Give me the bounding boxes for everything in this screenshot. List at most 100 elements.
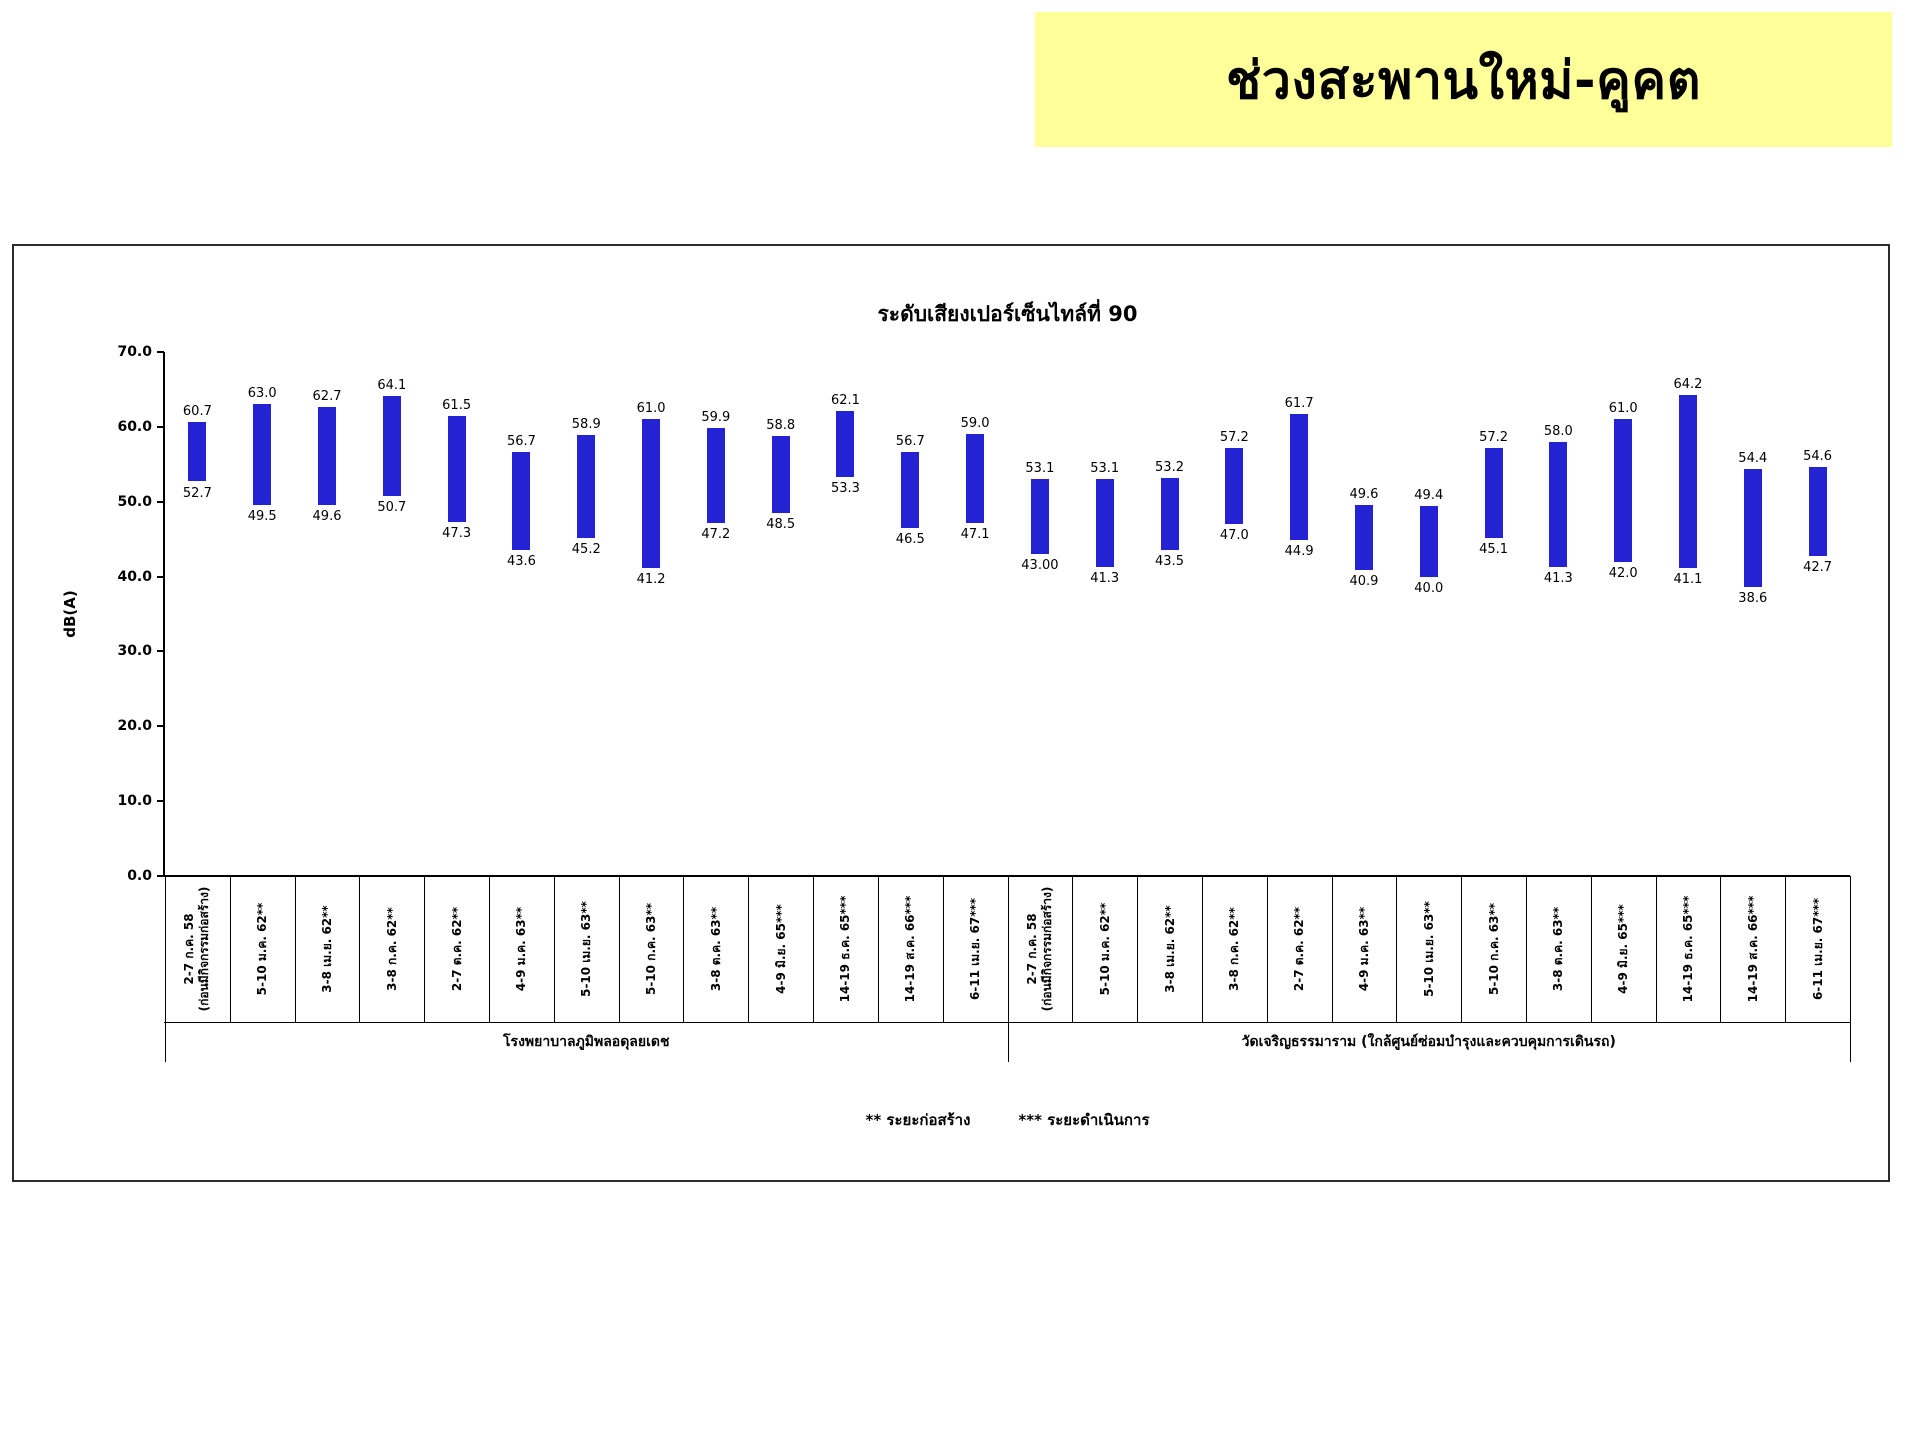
- y-tick-mark: [157, 575, 164, 578]
- bar: [253, 404, 272, 506]
- bar-low-label: 45.1: [1479, 542, 1509, 558]
- bar-low-label: 41.3: [1090, 570, 1120, 586]
- bar-low-label: 41.3: [1543, 570, 1573, 586]
- x-axis-line: [163, 875, 1850, 877]
- bar-high-label: 57.2: [1479, 429, 1509, 445]
- bar-high-label: 61.5: [442, 397, 472, 413]
- bar-low-label: 49.6: [312, 508, 342, 524]
- bar: [188, 421, 207, 482]
- category-label: 5-10 เม.ย. 63**: [1421, 901, 1436, 997]
- bar: [577, 435, 596, 538]
- group-separator: [1850, 1022, 1851, 1062]
- category-separator: [165, 876, 166, 1022]
- chart-frame: [12, 244, 1890, 1182]
- category-label: 2-7 ต.ค. 62**: [1291, 906, 1306, 992]
- bar-high-label: 61.7: [1284, 396, 1314, 412]
- bar-low-label: 38.6: [1738, 591, 1768, 607]
- bar: [771, 435, 790, 513]
- bar: [1225, 447, 1244, 525]
- bar: [706, 427, 725, 523]
- category-separator: [1266, 876, 1268, 1022]
- category-separator: [748, 876, 750, 1022]
- slide-title: ช่วงสะพานใหม่-คูคต: [1226, 51, 1701, 111]
- category-separator: [1655, 876, 1657, 1022]
- y-tick-mark: [157, 351, 164, 353]
- group-separator: [1007, 1022, 1009, 1062]
- bar-high-label: 56.7: [895, 433, 925, 449]
- footnote-operation-phase: *** ระยะดำเนินการ: [1018, 1111, 1150, 1129]
- category-label: 3-8 เม.ย. 62**: [319, 905, 334, 993]
- bar-low-label: 52.7: [182, 485, 212, 501]
- y-tick-mark: [157, 800, 164, 803]
- bar-high-label: 58.9: [571, 417, 601, 433]
- category-label: 14-19 ส.ค. 66***: [1745, 895, 1760, 1003]
- category-separator: [1072, 876, 1074, 1022]
- bar-low-label: 40.9: [1349, 573, 1379, 589]
- bar-low-label: 41.1: [1673, 572, 1703, 588]
- bar-high-label: 63.0: [247, 386, 277, 402]
- category-label: 3-8 ต.ค. 63**: [708, 906, 723, 992]
- bar: [512, 451, 531, 550]
- category-separator: [1461, 876, 1463, 1022]
- y-tick-label: 20.0: [117, 718, 152, 735]
- category-label: 2-7 ต.ค. 62**: [449, 906, 464, 992]
- y-tick-label: 50.0: [117, 493, 152, 510]
- bar-high-label: 64.1: [377, 378, 407, 394]
- bar-high-label: 53.2: [1155, 459, 1184, 475]
- category-separator: [489, 876, 491, 1022]
- category-label: 3-8 เม.ย. 62**: [1162, 905, 1177, 993]
- category-label: 14-19 ธ.ค. 65***: [837, 895, 852, 1003]
- category-label: 4-9 มิ.ย. 65***: [1615, 904, 1630, 994]
- category-label: 14-19 ส.ค. 66***: [902, 895, 917, 1003]
- category-separator: [813, 876, 815, 1022]
- bar-low-label: 53.3: [830, 481, 860, 496]
- category-separator: [229, 876, 231, 1022]
- group-label: วัดเจริญธรรมาราม (ใกล้ศูนย์ซ่อมบำรุงและค…: [1241, 1034, 1616, 1050]
- bar-high-label: 49.4: [1414, 488, 1444, 504]
- bar: [1419, 506, 1438, 577]
- category-label: 4-9 ม.ค. 63**: [513, 906, 528, 992]
- bar: [1484, 447, 1503, 539]
- category-label: 2-7 ก.ค. 58 (ก่อนมีกิจกรรมก่อสร้าง): [1024, 886, 1054, 1012]
- bar: [318, 406, 337, 505]
- bar: [1808, 467, 1827, 557]
- bar-low-label: 47.1: [960, 527, 990, 543]
- category-separator: [1850, 876, 1851, 1022]
- category-separator: [1590, 876, 1592, 1022]
- bar: [642, 419, 661, 568]
- bar-high-label: 53.1: [1025, 460, 1055, 476]
- bar-low-label: 47.2: [701, 526, 731, 542]
- category-label: 4-9 ม.ค. 63**: [1356, 906, 1371, 992]
- category-label: 3-8 ก.ค. 62**: [384, 907, 399, 991]
- category-label: 3-8 ก.ค. 62**: [1226, 907, 1241, 991]
- bar: [1549, 441, 1568, 567]
- bar: [1354, 504, 1373, 570]
- category-separator: [1525, 876, 1527, 1022]
- category-label: 5-10 ก.ค. 63**: [643, 902, 658, 996]
- group-separator: [165, 1022, 166, 1062]
- bar-low-label: 48.5: [766, 516, 796, 532]
- category-separator: [1396, 876, 1398, 1022]
- category-label: 14-19 ธ.ค. 65***: [1680, 895, 1695, 1003]
- bar-low-label: 46.5: [895, 531, 925, 547]
- bar-low-label: 47.0: [1219, 528, 1249, 544]
- bar-high-label: 54.4: [1738, 450, 1768, 466]
- category-separator: [424, 876, 426, 1022]
- bar-high-label: 53.1: [1090, 460, 1120, 476]
- bar-low-label: 47.3: [442, 525, 472, 541]
- bar-high-label: 61.0: [636, 401, 666, 417]
- category-separator: [877, 876, 879, 1022]
- bar-high-label: 60.7: [182, 403, 212, 419]
- category-separator: [1720, 876, 1722, 1022]
- y-tick-mark: [157, 650, 164, 653]
- category-separator: [942, 876, 944, 1022]
- bar: [901, 451, 920, 528]
- bar: [1743, 468, 1762, 588]
- y-tick-mark: [157, 500, 164, 503]
- bar: [382, 396, 401, 497]
- category-separator: [683, 876, 685, 1022]
- y-tick-label: 70.0: [117, 344, 152, 360]
- y-tick-label: 0.0: [127, 868, 152, 884]
